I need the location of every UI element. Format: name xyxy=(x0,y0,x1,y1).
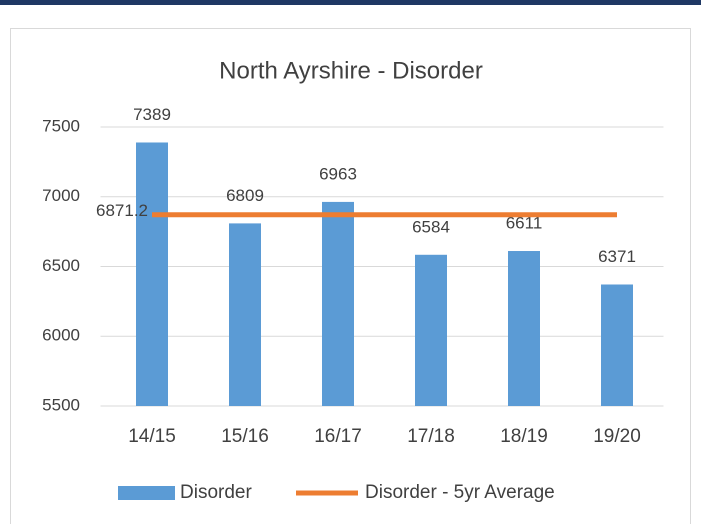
x-tick-label: 15/16 xyxy=(221,426,269,447)
chart-title: North Ayrshire - Disorder xyxy=(219,57,483,84)
y-tick-label: 6000 xyxy=(42,326,80,345)
x-tick-label: 14/15 xyxy=(128,426,176,447)
data-label: 6611 xyxy=(506,213,543,232)
y-tick-label: 6500 xyxy=(42,256,80,275)
bar xyxy=(415,254,447,406)
bar xyxy=(229,223,261,406)
bar xyxy=(601,284,633,406)
y-tick-label: 7000 xyxy=(42,186,80,205)
data-label: 7389 xyxy=(133,105,171,124)
x-tick-label: 17/18 xyxy=(407,426,455,447)
x-tick-label: 18/19 xyxy=(500,426,548,447)
data-label: 6371 xyxy=(598,247,636,266)
legend-label: Disorder - 5yr Average xyxy=(365,482,555,503)
data-label: 6809 xyxy=(226,186,264,205)
y-tick-label: 5500 xyxy=(42,395,80,414)
bar xyxy=(136,142,168,406)
legend-swatch xyxy=(118,486,175,500)
bar xyxy=(508,251,540,406)
legend-label: Disorder xyxy=(180,482,252,503)
data-label: 6963 xyxy=(319,164,357,183)
x-tick-label: 19/20 xyxy=(593,426,641,447)
bar xyxy=(322,201,354,406)
data-label: 6871.2 xyxy=(96,201,148,220)
top-strip xyxy=(0,0,701,5)
data-label: 6584 xyxy=(412,217,450,236)
x-tick-label: 16/17 xyxy=(314,426,362,447)
y-tick-label: 7500 xyxy=(42,116,80,135)
